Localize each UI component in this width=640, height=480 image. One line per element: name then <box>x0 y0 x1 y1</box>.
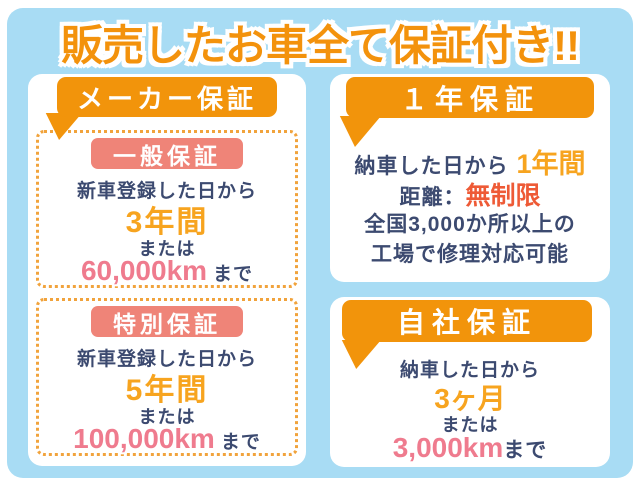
special-warranty-or: または <box>138 407 196 427</box>
one-year-line3: 全国3,000か所以上の <box>364 213 576 236</box>
company-warranty-duration: 3ヶ月 <box>434 383 506 414</box>
company-warranty-line1: 納車した日から <box>399 360 540 381</box>
one-year-line2-value: 無制限 <box>465 182 541 210</box>
special-warranty-chip: 特別保証 <box>91 306 243 337</box>
one-year-line2: 距離：無制限 <box>330 176 610 212</box>
one-year-line4: 工場で修理対応可能 <box>371 243 569 266</box>
maker-warranty-header: メーカー保証 <box>57 77 277 117</box>
general-warranty-duration: 3年間 <box>125 206 209 239</box>
general-warranty-distance-row: 60,000km まで <box>39 255 295 287</box>
special-warranty-duration: 5年間 <box>125 374 209 407</box>
general-warranty-or: または <box>138 239 196 259</box>
one-year-line1-prefix: 納車した日から <box>354 155 509 178</box>
special-warranty-suffix: まで <box>220 432 261 453</box>
company-warranty-suffix: まで <box>503 439 548 462</box>
page-title: 販売したお車全て保証付き!! <box>61 22 580 69</box>
general-warranty-chip: 一般保証 <box>91 138 243 169</box>
company-warranty-distance-row: 3,000kmまで <box>330 432 610 464</box>
special-warranty-distance-row: 100,000km まで <box>39 423 295 455</box>
maker-warranty-panel: メーカー保証 一般保証 新車登録した日から 3年間 または 60,000km まで… <box>28 74 306 466</box>
general-warranty-box: 一般保証 新車登録した日から 3年間 または 60,000km まで <box>36 130 298 288</box>
one-year-warranty-header: １年保証 <box>346 77 594 118</box>
general-warranty-line1: 新車登録した日から <box>76 181 257 202</box>
special-warranty-line1: 新車登録した日から <box>76 349 257 370</box>
general-warranty-suffix: まで <box>213 264 254 285</box>
special-warranty-distance: 100,000km <box>73 423 215 454</box>
company-warranty-or: または <box>441 415 499 435</box>
one-year-line2-prefix: 距離： <box>399 186 466 209</box>
special-warranty-box: 特別保証 新車登録した日から 5年間 または 100,000km まで <box>36 298 298 456</box>
one-year-line1: 納車した日から 1年間 <box>330 142 610 181</box>
company-warranty-header: 自社保証 <box>342 300 592 342</box>
company-warranty-distance: 3,000km <box>392 432 504 463</box>
one-year-line1-value: 1年間 <box>516 149 586 179</box>
company-warranty-panel: 自社保証 納車した日から 3ヶ月 または 3,000kmまで <box>330 297 610 467</box>
general-warranty-distance: 60,000km <box>80 255 208 286</box>
one-year-warranty-panel: １年保証 納車した日から 1年間 距離：無制限 全国3,000か所以上の 工場で修… <box>330 74 610 282</box>
